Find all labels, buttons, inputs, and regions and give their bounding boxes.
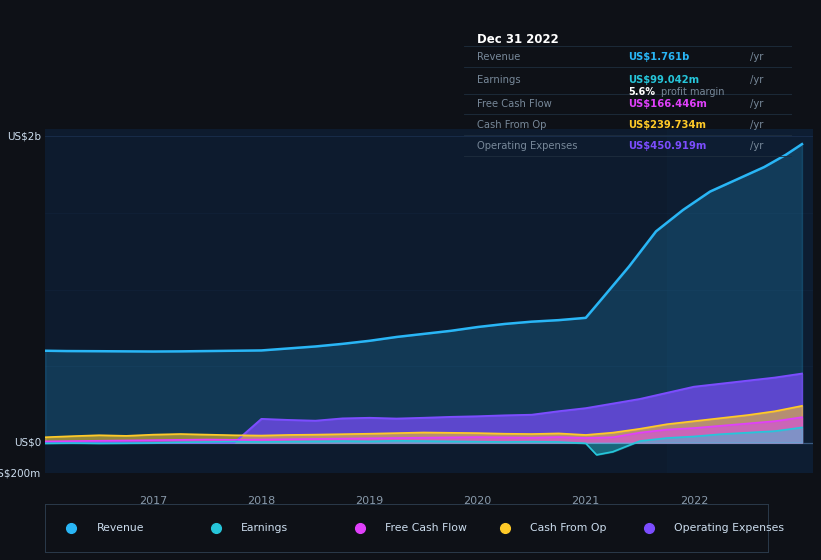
Text: 2018: 2018	[247, 496, 276, 506]
Text: Earnings: Earnings	[241, 523, 288, 533]
Text: US$166.446m: US$166.446m	[628, 99, 707, 109]
Text: /yr: /yr	[750, 75, 763, 85]
Text: US$450.919m: US$450.919m	[628, 141, 706, 151]
Text: Cash From Op: Cash From Op	[477, 120, 547, 130]
Text: US$239.734m: US$239.734m	[628, 120, 706, 130]
Bar	[667, 129, 813, 473]
Text: -US$200m: -US$200m	[0, 468, 41, 478]
Text: US$1.761b: US$1.761b	[628, 52, 690, 62]
Text: 2021: 2021	[571, 496, 600, 506]
Text: Operating Expenses: Operating Expenses	[477, 141, 577, 151]
Text: /yr: /yr	[750, 120, 763, 130]
Text: 2022: 2022	[680, 496, 708, 506]
Text: Free Cash Flow: Free Cash Flow	[385, 523, 467, 533]
Text: Operating Expenses: Operating Expenses	[674, 523, 784, 533]
Text: 2019: 2019	[355, 496, 383, 506]
Text: Cash From Op: Cash From Op	[530, 523, 607, 533]
Text: /yr: /yr	[750, 141, 763, 151]
Text: /yr: /yr	[750, 52, 763, 62]
Text: Free Cash Flow: Free Cash Flow	[477, 99, 552, 109]
Text: 2017: 2017	[139, 496, 167, 506]
Text: Dec 31 2022: Dec 31 2022	[477, 33, 559, 46]
Text: US$0: US$0	[14, 437, 41, 447]
Text: US$99.042m: US$99.042m	[628, 75, 699, 85]
Text: 5.6%: 5.6%	[628, 87, 655, 97]
Text: Revenue: Revenue	[477, 52, 521, 62]
Text: profit margin: profit margin	[661, 87, 724, 97]
Text: /yr: /yr	[750, 99, 763, 109]
Text: Earnings: Earnings	[477, 75, 521, 85]
Text: 2020: 2020	[464, 496, 492, 506]
Text: Revenue: Revenue	[96, 523, 144, 533]
Text: US$2b: US$2b	[7, 132, 41, 142]
